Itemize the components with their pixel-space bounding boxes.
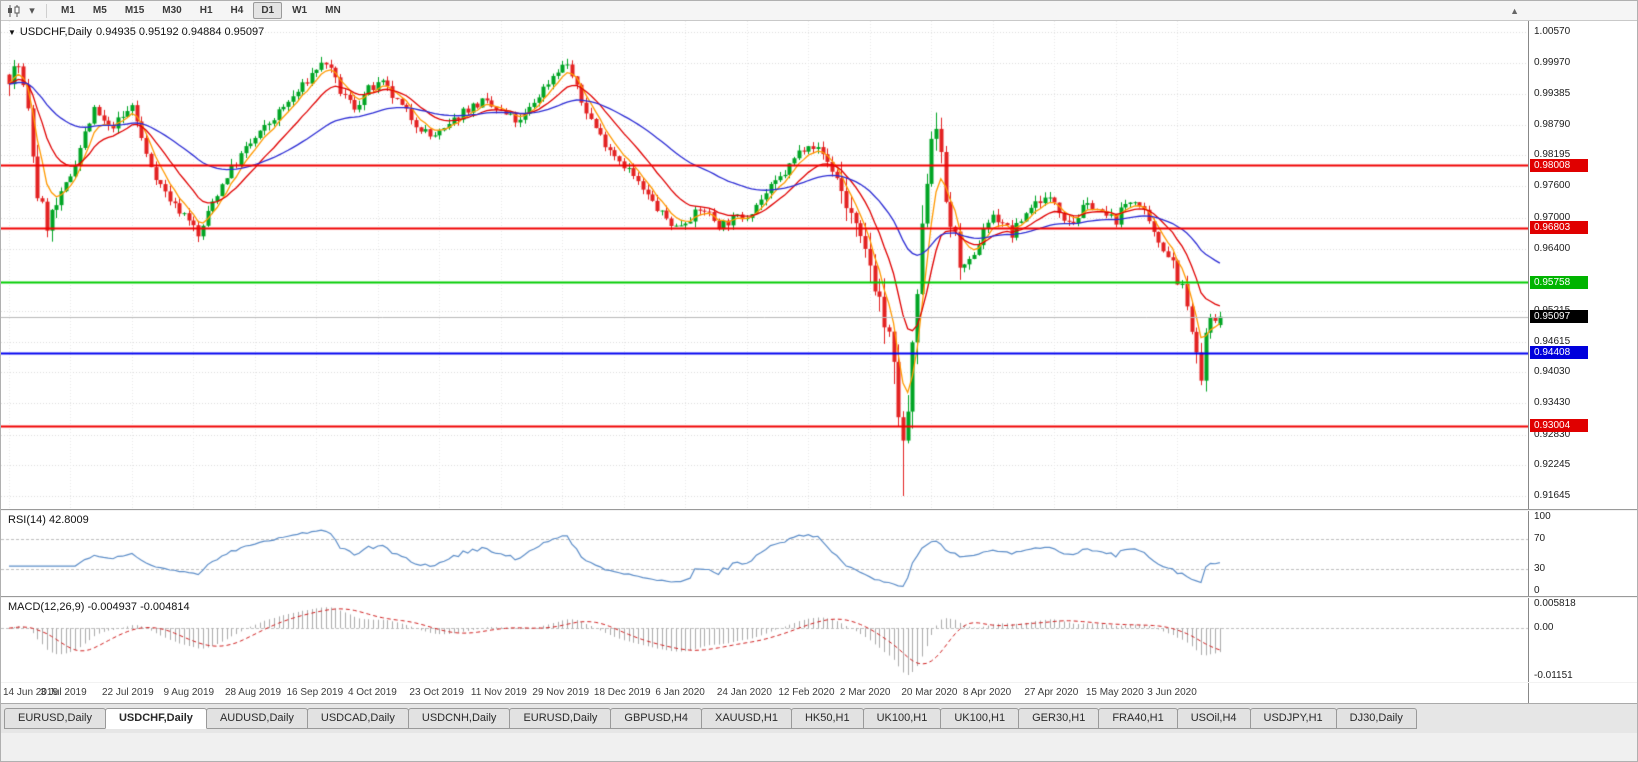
price-tick-label: 0.92830 — [1534, 428, 1571, 440]
date-axis-label: 12 Feb 2020 — [778, 687, 835, 698]
rsi-indicator-canvas[interactable] — [1, 511, 1528, 596]
hline-price-badge: 0.96803 — [1530, 221, 1588, 235]
price-tick-label: 0.99970 — [1534, 57, 1571, 69]
price-tick-label: 0.97600 — [1534, 180, 1571, 192]
price-tick-label: 0.98790 — [1534, 118, 1571, 130]
chart-type-icon[interactable] — [5, 3, 23, 19]
timeframe-button-m1[interactable]: M1 — [61, 5, 75, 16]
price-tick-label: 0.93430 — [1534, 397, 1571, 409]
date-axis-label: 24 Jan 2020 — [716, 687, 772, 698]
chart-tab[interactable]: USDCAD,Daily — [306, 708, 409, 729]
panel-separator[interactable] — [1, 596, 1637, 598]
chart-tab[interactable]: EURUSD,Daily — [4, 708, 106, 729]
date-axis-label: 8 Apr 2020 — [962, 687, 1012, 698]
hline-price-badge: 0.94408 — [1530, 346, 1588, 359]
panel-separator[interactable] — [1, 509, 1637, 511]
macd-level-label: -0.01151 — [1534, 670, 1573, 681]
macd-indicator-label: MACD(12,26,9) -0.004937 -0.004814 — [8, 601, 190, 613]
panel-separator — [1, 682, 1637, 683]
time-axis[interactable]: 14 Jun 2019 3 Jul 2019 22 Jul 2019 9 Aug 20… — [1, 683, 1528, 703]
chart-tab[interactable]: UK100,H1 — [862, 708, 942, 729]
price-tick-label: 0.95215 — [1534, 305, 1570, 317]
price-tick-label: 0.92245 — [1534, 459, 1571, 471]
date-axis-label: 18 Dec 2019 — [593, 687, 651, 698]
chart-tab[interactable]: USDJPY,H1 — [1249, 708, 1337, 729]
date-axis-label: 16 Sep 2019 — [286, 687, 344, 698]
price-chart-canvas[interactable] — [1, 21, 1528, 509]
date-axis-label: 6 Jan 2020 — [655, 687, 705, 698]
date-axis-label: 3 Jun 2020 — [1147, 687, 1197, 698]
hline-price-badge: 0.95758 — [1530, 275, 1588, 289]
current-price-badge: 0.95097 — [1530, 310, 1588, 324]
timeframe-button-mn[interactable]: MN — [325, 5, 341, 16]
date-axis-label: 11 Nov 2019 — [470, 687, 527, 698]
toolbar: ▾ M1 M5 M15 M30 H1 H4 D1 W1 MN ▲ — [1, 1, 1637, 21]
chart-tab[interactable]: GBPUSD,H4 — [610, 708, 702, 729]
hline-price-badge: 0.98008 — [1530, 158, 1588, 172]
collapse-triangle-icon[interactable]: ▼ — [8, 27, 16, 37]
chart-window: ▼ USDCHF,Daily 0.94935 0.95192 0.94884 0… — [1, 21, 1637, 703]
chart-symbol-label: USDCHF,Daily — [19, 26, 93, 38]
rsi-level-label: 70 — [1534, 533, 1546, 545]
date-axis-label: 20 Mar 2020 — [901, 687, 958, 698]
hline-price-badge: 0.93004 — [1530, 419, 1588, 433]
chevron-down-icon[interactable]: ▾ — [29, 5, 35, 17]
macd-indicator-canvas[interactable] — [1, 598, 1528, 682]
price-tick-label: 0.97000 — [1534, 211, 1571, 223]
chart-tab[interactable]: EURUSD,Daily — [509, 708, 612, 729]
rsi-level-label: 30 — [1534, 562, 1546, 574]
timeframe-button-w1[interactable]: W1 — [292, 5, 308, 16]
chart-tab[interactable]: XAUUSD,H1 — [700, 708, 792, 729]
price-tick-label: 0.94030 — [1534, 366, 1571, 378]
chart-tab[interactable]: USDCNH,Daily — [407, 708, 511, 729]
date-axis-label: 28 Aug 2019 — [224, 687, 282, 698]
price-tick-label: 0.91645 — [1534, 490, 1571, 502]
rsi-level-label: 0 — [1534, 585, 1540, 596]
chart-tab[interactable]: USDCHF,Daily — [104, 708, 207, 729]
rsi-level-label: 100 — [1534, 511, 1551, 522]
timeframe-button-m5[interactable]: M5 — [92, 5, 107, 16]
timeframe-button-group: M1 M5 M15 M30 H1 H4 D1 W1 MN — [52, 2, 350, 19]
chart-tab[interactable]: DJ30,Daily — [1335, 708, 1417, 729]
chart-title: ▼ USDCHF,Daily 0.94935 0.95192 0.94884 0… — [8, 26, 264, 38]
date-axis-label: 14 Jun 2019 — [3, 687, 59, 698]
rsi-indicator-label: RSI(14) 42.8009 — [8, 514, 89, 526]
date-axis-label: 3 Jul 2019 — [40, 687, 87, 698]
price-tick-label: 0.98195 — [1534, 149, 1571, 161]
chart-tab[interactable]: UK100,H1 — [940, 708, 1020, 729]
timeframe-button-h1[interactable]: H1 — [199, 5, 213, 16]
timeframe-button-h4[interactable]: H4 — [230, 5, 244, 16]
timeframe-button-m15[interactable]: M15 — [124, 5, 145, 16]
chart-tab-bar: EURUSD,Daily USDCHF,Daily AUDUSD,Daily USDC… — [1, 703, 1637, 733]
price-axis[interactable]: 1.00570 0.99970 0.99385 0.98790 0.98195 0.976… — [1528, 21, 1637, 703]
status-bar — [1, 733, 1637, 761]
price-tick-label: 0.94615 — [1534, 335, 1571, 347]
toolbar-divider — [46, 3, 47, 18]
timeframe-button-d1[interactable]: D1 — [253, 2, 283, 19]
price-tick-label: 0.96400 — [1534, 242, 1571, 254]
chart-tab[interactable]: FRA40,H1 — [1098, 708, 1178, 729]
date-axis-label: 2 Mar 2020 — [839, 687, 891, 698]
chart-tab[interactable]: USOil,H4 — [1176, 708, 1251, 729]
chart-ohlc-values: 0.94935 0.95192 0.94884 0.95097 — [96, 26, 265, 38]
chart-tab[interactable]: AUDUSD,Daily — [205, 708, 308, 729]
date-axis-label: 9 Aug 2019 — [163, 687, 215, 698]
macd-level-label: 0.005818 — [1534, 598, 1576, 609]
date-axis-label: 23 Oct 2019 — [409, 687, 464, 698]
scroll-up-icon[interactable]: ▲ — [1510, 5, 1519, 16]
date-axis-label: 4 Oct 2019 — [347, 687, 397, 698]
date-axis-label: 29 Nov 2019 — [532, 687, 590, 698]
chart-tab[interactable]: GER30,H1 — [1018, 708, 1100, 729]
date-axis-label: 15 May 2020 — [1085, 687, 1144, 698]
date-axis-label: 22 Jul 2019 — [101, 687, 154, 698]
price-tick-label: 1.00570 — [1534, 25, 1571, 37]
price-tick-label: 0.99385 — [1534, 87, 1571, 99]
date-axis-label: 27 Apr 2020 — [1024, 687, 1079, 698]
timeframe-button-m30[interactable]: M30 — [162, 5, 182, 16]
chart-tab[interactable]: HK50,H1 — [790, 708, 864, 729]
macd-level-label: 0.00 — [1534, 622, 1554, 634]
